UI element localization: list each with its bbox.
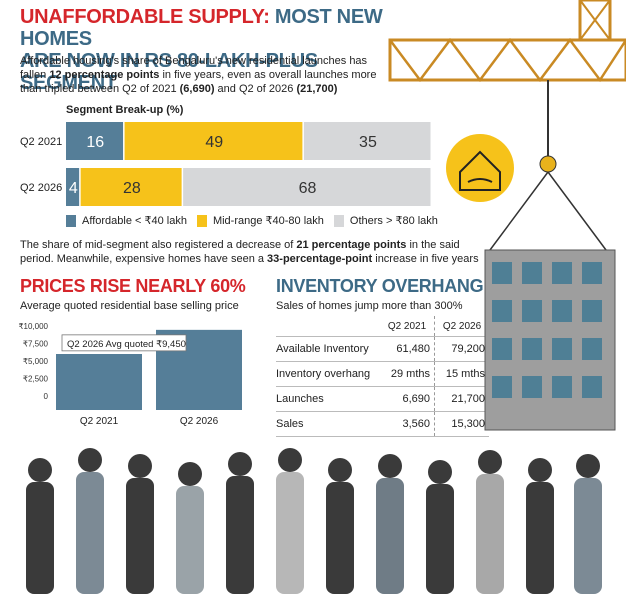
house-handshake-icon — [446, 134, 514, 202]
intro-b1: 12 percentage points — [49, 69, 160, 81]
crane-jib — [388, 0, 626, 83]
table-row: Inventory overhang 29 mths 15 mths — [276, 361, 489, 387]
table-cell: 29 mths — [380, 361, 435, 387]
inventory-title: INVENTORY OVERHANG — [276, 276, 484, 296]
segment-bar-label: 49 — [205, 134, 223, 151]
table-cell: 15 mths — [434, 361, 489, 387]
table-header-q2-2021: Q2 2021 — [380, 316, 435, 337]
segment-bar-label: 4 — [69, 180, 78, 197]
table-cell: 15,300 — [434, 411, 489, 437]
price-y-tick-label: ₹5,000 — [23, 357, 49, 366]
segment-chart-title: Segment Break-up (%) — [66, 104, 184, 116]
price-x-tick-label: Q2 2021 — [80, 416, 119, 426]
segment-legend: Affordable < ₹40 lakh Mid-range ₹40-80 l… — [66, 214, 438, 227]
segment-bar-label: 68 — [299, 180, 317, 197]
segment-bar-label: 28 — [123, 180, 141, 197]
intro-text: Affordable housing's share of Bengaluru'… — [20, 54, 390, 96]
table-cell: 79,200 — [434, 336, 489, 362]
headline-blue-1: MOST NEW HOMES — [20, 6, 383, 50]
prices-title: PRICES RISE NEARLY 60% — [20, 276, 246, 296]
mid-note-t2: in the said period. Meanwhile, expensive… — [20, 239, 460, 265]
crowd-illustration — [26, 448, 602, 594]
price-y-tick-label: ₹10,000 — [18, 322, 48, 331]
segment-row-label: Q2 2026 — [20, 182, 62, 194]
table-header-row: Q2 2021 Q2 2026 — [276, 316, 489, 337]
price-chart: 0 ₹2,500 ₹5,000 ₹7,500 ₹10,000 Q2 2021 Q2 2026… — [18, 322, 242, 426]
table-row-label: Available Inventory — [276, 336, 380, 362]
segment-bar — [183, 168, 431, 206]
price-y-tick-label: 0 — [44, 392, 49, 401]
legend-label-mid: Mid-range ₹40-80 lakh — [212, 215, 324, 227]
price-y-tick-label: ₹7,500 — [23, 340, 49, 349]
inventory-table: Q2 2021 Q2 2026 Available Inventory 61,4… — [276, 316, 489, 437]
price-bar — [56, 354, 142, 410]
segment-bar-label: 35 — [359, 134, 377, 151]
table-cell: 61,480 — [380, 336, 435, 362]
headline-red: UNAFFORDABLE SUPPLY: — [20, 6, 270, 28]
legend-label-others: Others > ₹80 lakh — [349, 215, 438, 227]
table-row: Launches 6,690 21,700 — [276, 386, 489, 412]
headline: UNAFFORDABLE SUPPLY: MOST NEW HOMES ARE … — [20, 6, 400, 94]
crane-hook-icon — [539, 155, 557, 173]
segment-bar — [80, 168, 182, 206]
price-x-tick-label: Q2 2026 — [180, 416, 219, 426]
legend-swatch-mid — [196, 214, 207, 227]
intro-t2: in five years, even as overall launches … — [20, 69, 377, 95]
table-cell: 3,560 — [380, 411, 435, 437]
mid-note-t3: increase in five years — [375, 253, 479, 265]
segment-bar — [303, 122, 431, 160]
intro-b3: (21,700) — [296, 83, 338, 95]
building-icon — [484, 171, 616, 431]
segment-bar — [66, 168, 80, 206]
crowd-silhouettes-icon — [26, 448, 602, 594]
intro-t1: Affordable housing's share of Bengaluru'… — [20, 55, 368, 81]
table-row-label: Launches — [276, 386, 380, 412]
prices-subtitle: Average quoted residential base selling … — [20, 300, 239, 312]
segment-row-label: Q2 2021 — [20, 136, 62, 148]
intro-b2: (6,690) — [179, 83, 215, 95]
inventory-subtitle: Sales of homes jump more than 300% — [276, 300, 463, 312]
mid-note: The share of mid-segment also registered… — [20, 238, 490, 266]
mid-note-t1: The share of mid-segment also registered… — [20, 239, 294, 251]
mid-note-b2: 33-percentage-point — [267, 253, 373, 265]
segment-bar — [124, 122, 303, 160]
price-annotation: Q2 2026 Avg quoted ₹9,450 — [67, 339, 186, 350]
legend-swatch-others — [333, 214, 344, 227]
legend-label-affordable: Affordable < ₹40 lakh — [82, 215, 187, 227]
intro-t3: and Q2 of 2026 — [217, 83, 294, 95]
crane-building-illustration — [388, 0, 626, 431]
table-header-q2-2026: Q2 2026 — [434, 316, 489, 337]
table-row-label: Sales — [276, 411, 380, 437]
table-row-label: Inventory overhang — [276, 361, 380, 387]
table-cell: 21,700 — [434, 386, 489, 412]
table-cell: 6,690 — [380, 386, 435, 412]
price-annotation-box — [61, 334, 187, 352]
legend-swatch-affordable — [66, 214, 76, 227]
segment-bar-label: 16 — [86, 134, 104, 151]
table-row: Available Inventory 61,480 79,200 — [276, 336, 489, 362]
table-header-blank — [276, 316, 380, 337]
segment-chart: Q2 2021 16 49 35 Q2 2026 4 28 68 — [20, 122, 431, 206]
mid-note-b1: 21 percentage points — [296, 239, 407, 251]
price-y-tick-label: ₹2,500 — [23, 375, 49, 384]
table-row: Sales 3,560 15,300 — [276, 411, 489, 437]
segment-bar — [66, 122, 124, 160]
headline-blue-2: ARE NOW IN RS 80-LAKH-PLUS SEGMENT — [20, 50, 318, 94]
